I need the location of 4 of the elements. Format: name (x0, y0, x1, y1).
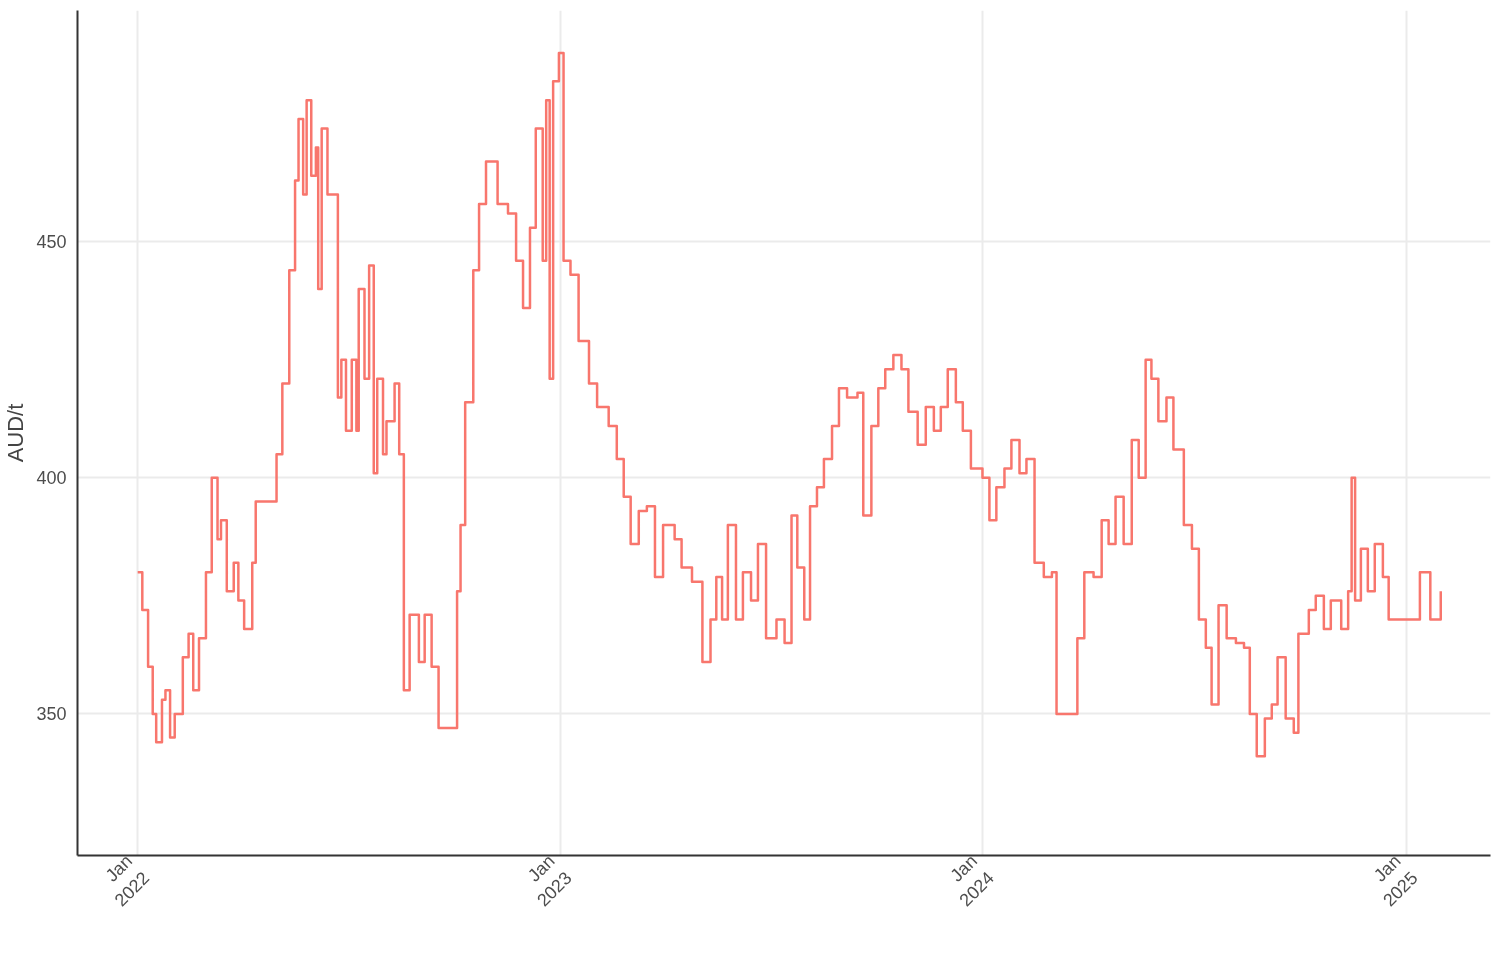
y-tick-label: 400 (36, 468, 67, 489)
y-tick-label: 350 (36, 704, 67, 725)
y-axis-title: AUD/t (3, 403, 29, 463)
y-tick-label: 450 (36, 232, 67, 253)
